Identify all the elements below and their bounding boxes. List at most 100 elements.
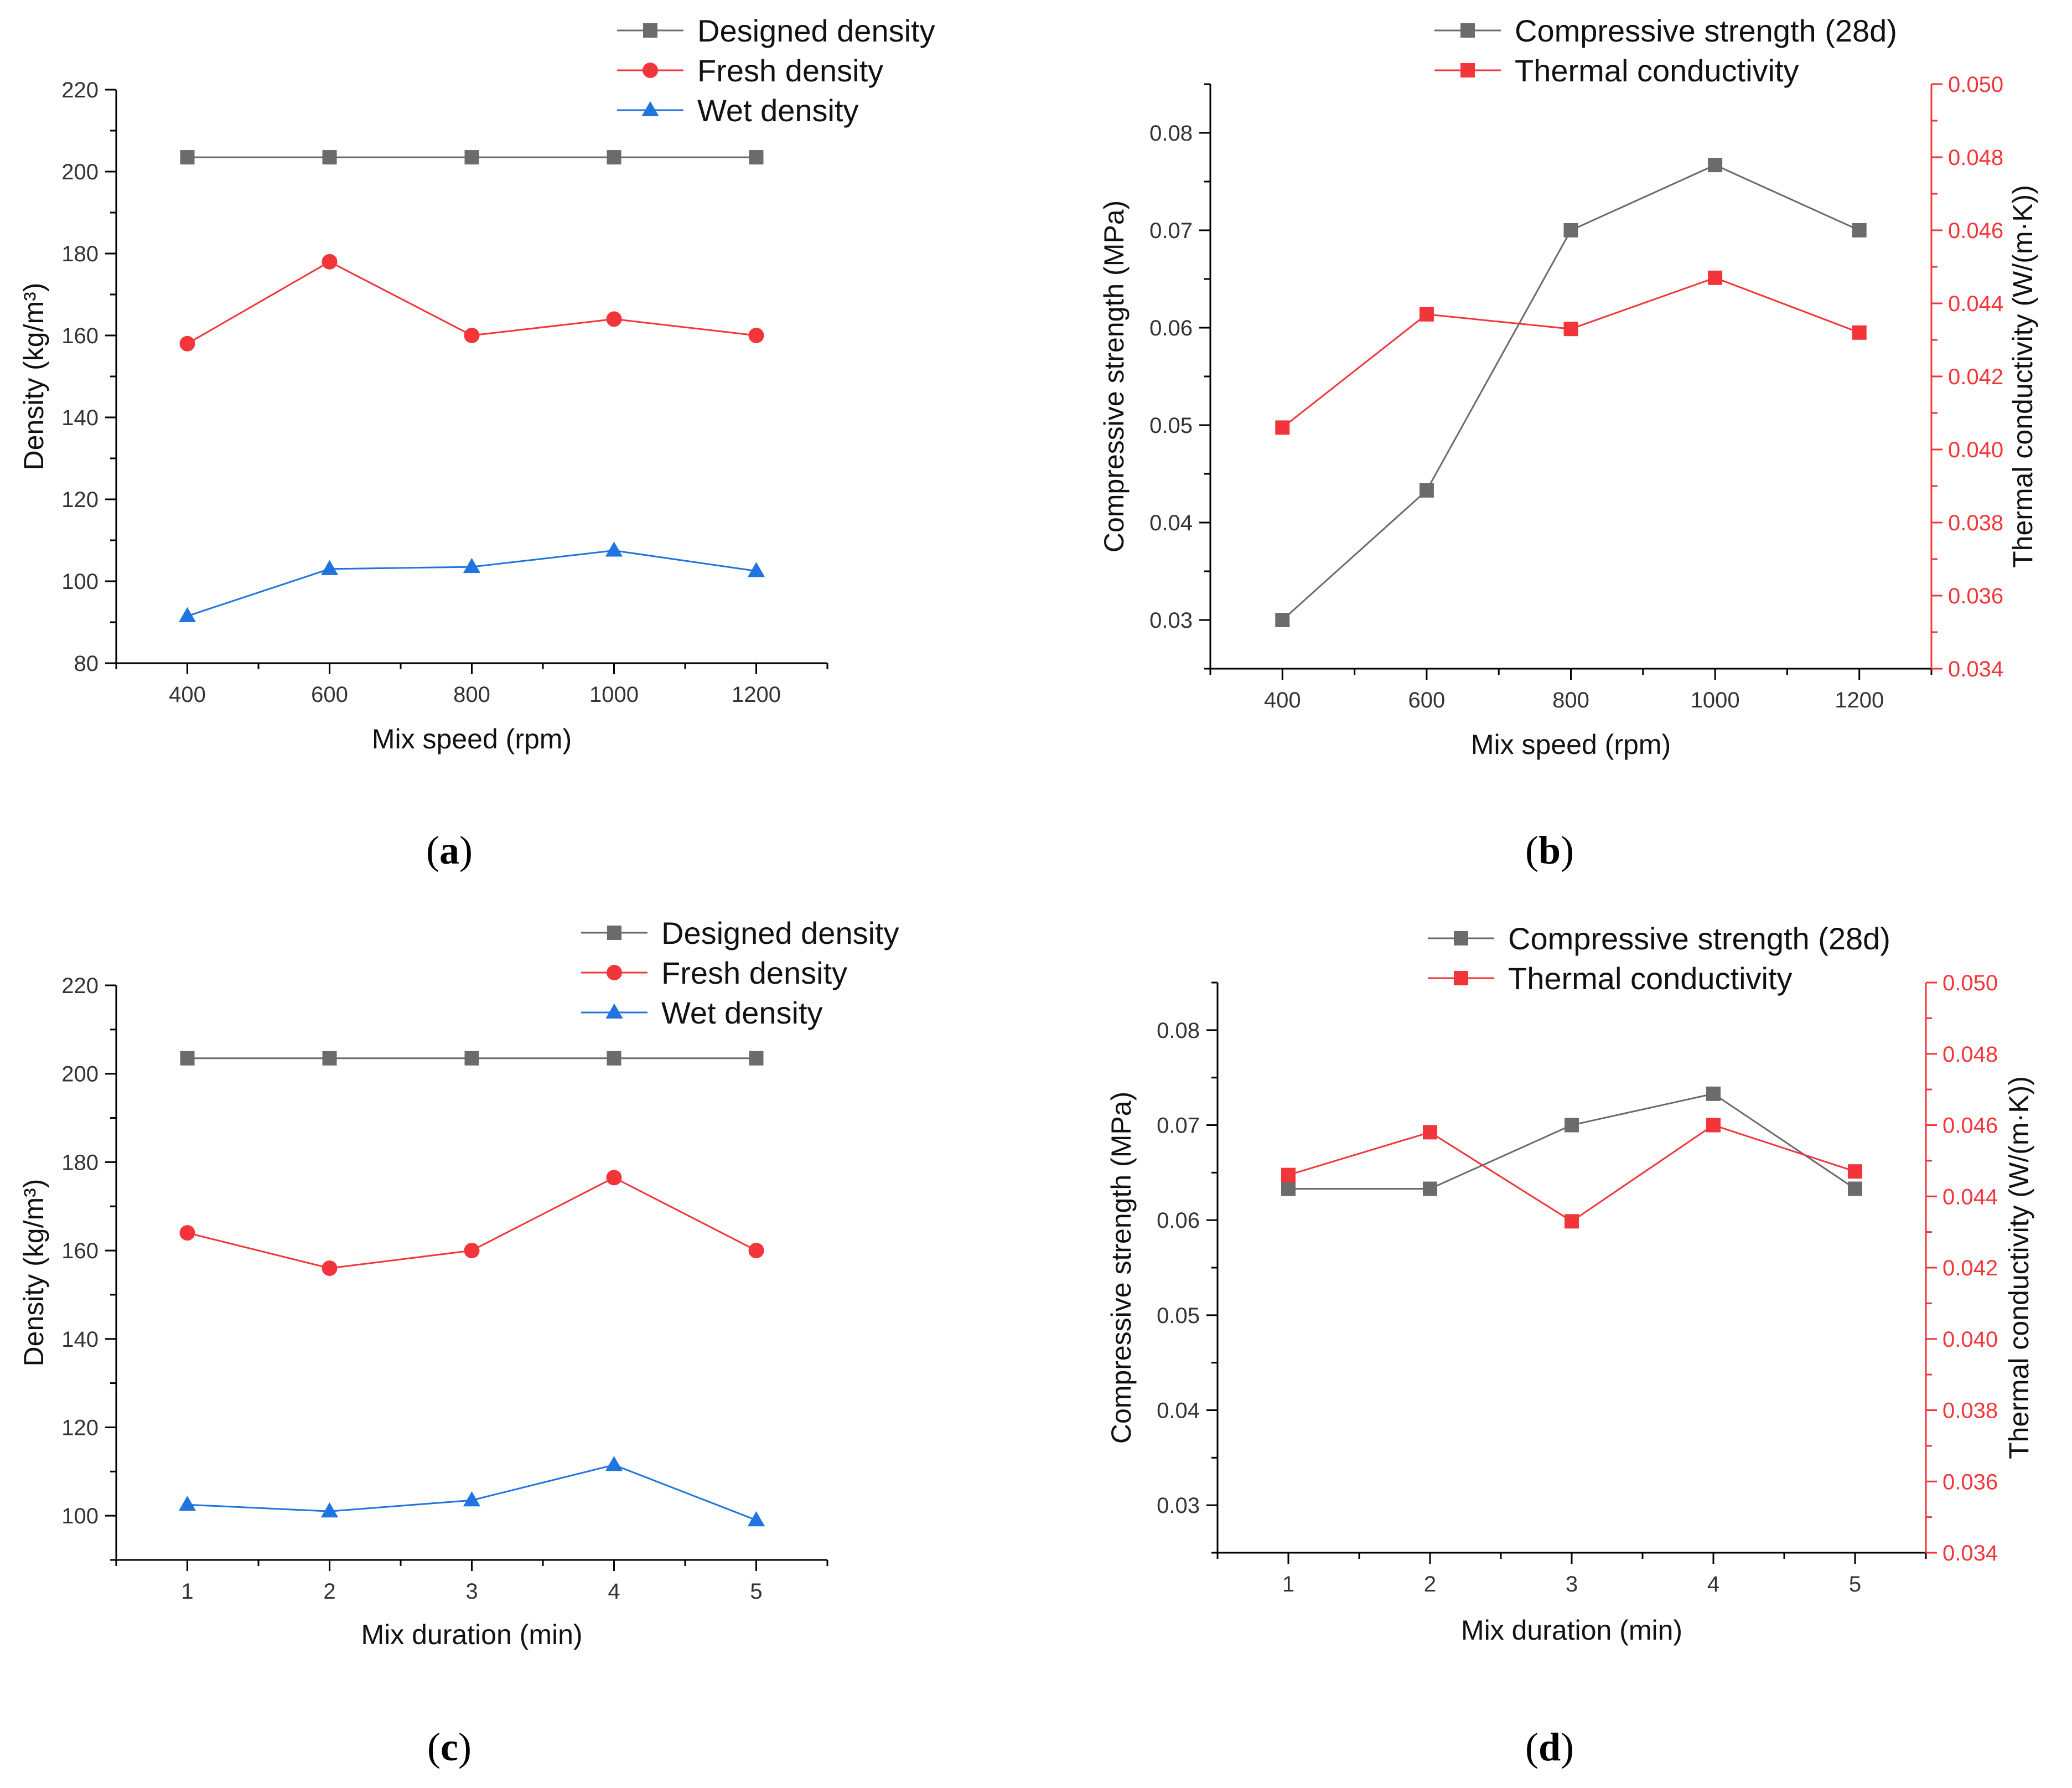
y-right-tick-label: 0.044 — [1948, 292, 2003, 316]
x-tick-label: 3 — [1566, 1572, 1578, 1596]
x-tick-label: 400 — [1264, 688, 1301, 712]
x-tick-label: 1000 — [1691, 688, 1740, 712]
x-tick-label: 5 — [1849, 1572, 1861, 1596]
data-point — [464, 1051, 479, 1066]
legend-marker — [1460, 63, 1475, 77]
y-axis-right-label: Thermal conductivity (W/(m·K)) — [2003, 1076, 2034, 1459]
x-tick-label: 1000 — [589, 683, 639, 707]
x-tick-label: 3 — [465, 1579, 478, 1604]
y-tick-label: 0.03 — [1149, 608, 1193, 633]
data-point — [748, 1243, 764, 1259]
x-tick-label: 2 — [1424, 1572, 1436, 1596]
y-tick-label: 0.05 — [1149, 414, 1193, 438]
data-point — [1423, 1181, 1437, 1196]
chart-panel-d: 1 2 3 4 5 0.03 0.04 0.05 0.06 0.07 0.08 0.034 0.036 0… — [1106, 921, 2034, 1769]
x-tick-label: 600 — [1408, 688, 1446, 712]
data-point — [1565, 1214, 1579, 1229]
legend-entry: Fresh density — [581, 955, 847, 990]
data-point — [1706, 1086, 1721, 1101]
legend-marker — [641, 101, 659, 117]
y-right-tick-label: 0.050 — [1948, 73, 2003, 97]
x-axis-label: Mix duration (min) — [1461, 1615, 1682, 1646]
y-tick-label: 0.04 — [1157, 1399, 1200, 1423]
legend-label: Compressive strength (28d) — [1515, 13, 1897, 48]
data-point — [1563, 223, 1578, 237]
data-point — [748, 328, 764, 343]
x-tick-label: 1 — [1282, 1572, 1294, 1596]
y-tick-label: 0.04 — [1149, 511, 1193, 535]
data-point — [463, 1491, 481, 1507]
series-thermal — [1281, 1118, 1862, 1229]
y-tick-label: 220 — [61, 78, 99, 102]
chart-panel-b: 400 600 800 1000 1200 0.03 0.04 0.05 0.06 0.07 0.0… — [1099, 13, 2038, 872]
data-point — [1419, 483, 1434, 498]
data-point — [463, 557, 481, 573]
y-tick-label: 0.07 — [1149, 219, 1193, 243]
data-point — [320, 1502, 339, 1518]
y-tick-label: 220 — [61, 974, 99, 998]
data-point — [606, 311, 622, 327]
y-tick-label: 140 — [61, 1327, 99, 1352]
y-tick-label: 80 — [74, 652, 99, 676]
data-point — [464, 328, 480, 343]
x-tick-label: 1 — [181, 1579, 193, 1604]
data-point — [1419, 307, 1434, 322]
y-tick-label: 120 — [61, 488, 99, 512]
legend-entry: Designed density — [581, 916, 899, 950]
data-point — [1706, 1118, 1721, 1133]
series-fresh — [179, 1170, 764, 1277]
legend-label: Thermal conductivity — [1515, 53, 1799, 88]
x-tick-label: 1200 — [1835, 688, 1884, 712]
y-right-tick-label: 0.036 — [1948, 584, 2003, 608]
y-tick-label: 180 — [61, 1150, 99, 1175]
x-tick-label: 600 — [311, 683, 348, 707]
y-right-tick-label: 0.042 — [1942, 1256, 1998, 1280]
x-tick-label: 800 — [453, 683, 490, 707]
legend-marker — [643, 23, 657, 38]
data-point — [749, 150, 764, 165]
series-line — [1288, 1124, 1856, 1223]
data-point — [1565, 1118, 1579, 1133]
series-fresh — [179, 254, 764, 352]
x-tick-label: 400 — [169, 683, 206, 707]
panel-caption: (c) — [427, 1725, 472, 1769]
x-tick-label: 4 — [1707, 1572, 1719, 1596]
data-point — [178, 1495, 196, 1511]
legend-label: Thermal conductivity — [1508, 961, 1793, 996]
y-tick-label: 200 — [61, 1062, 99, 1087]
legend-entry: Thermal conductivity — [1428, 961, 1793, 996]
series-designed — [180, 150, 764, 165]
legend-label: Fresh density — [697, 53, 883, 88]
legend-label: Designed density — [661, 916, 899, 950]
data-point — [322, 254, 338, 270]
legend-marker — [1460, 23, 1475, 38]
legend-entry: Thermal conductivity — [1434, 53, 1799, 88]
y-right-tick-label: 0.034 — [1948, 657, 2003, 681]
y-right-tick-label: 0.044 — [1942, 1185, 1998, 1209]
data-point — [606, 1170, 622, 1186]
legend-entry: Compressive strength (28d) — [1428, 921, 1890, 956]
data-point — [607, 1051, 621, 1066]
y-axis-right-label: Thermal conductivity (W/(m·K)) — [2007, 185, 2038, 568]
data-point — [1275, 613, 1290, 627]
data-point — [1275, 420, 1290, 435]
data-point — [320, 560, 339, 575]
legend-entry: Wet density — [617, 93, 859, 128]
y-tick-label: 0.03 — [1157, 1494, 1200, 1518]
data-point — [749, 1051, 764, 1066]
y-right-tick-label: 0.046 — [1942, 1114, 1998, 1138]
data-point — [179, 1225, 195, 1241]
y-axis-label: Density (kg/m³) — [18, 283, 49, 471]
legend-label: Compressive strength (28d) — [1508, 921, 1890, 956]
data-point — [1281, 1181, 1296, 1196]
legend-marker — [605, 1003, 623, 1019]
series-compressive — [1275, 158, 1867, 627]
data-point — [1852, 325, 1867, 340]
x-tick-label: 1200 — [732, 683, 781, 707]
chart-panel-c: 1 2 3 4 5 100 120 140 160 180 200 220 Mix duration (… — [18, 916, 899, 1769]
y-right-tick-label: 0.034 — [1942, 1541, 1998, 1565]
data-point — [1563, 322, 1578, 337]
series-compressive — [1281, 1086, 1862, 1196]
y-right-tick-label: 0.050 — [1942, 971, 1998, 995]
panel-caption: (d) — [1525, 1725, 1574, 1769]
